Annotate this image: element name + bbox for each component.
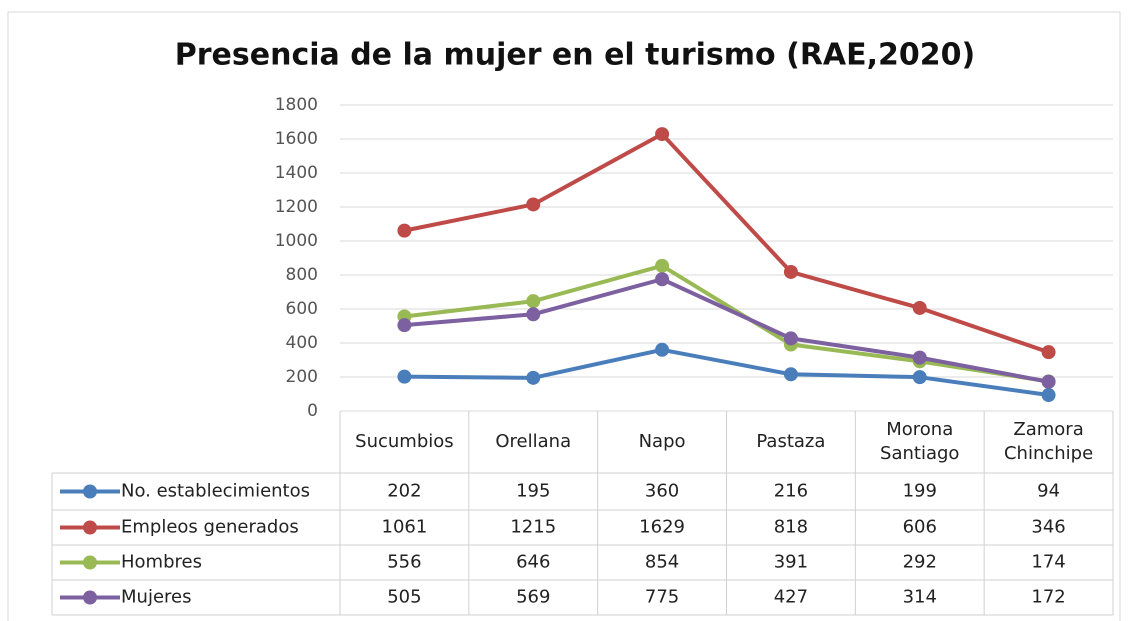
data-point xyxy=(783,331,798,346)
y-tick-label: 400 xyxy=(286,333,318,353)
table-value: 216 xyxy=(774,481,808,502)
table-value: 172 xyxy=(1031,587,1065,608)
chart-frame xyxy=(7,11,1121,621)
y-tick-label: 1800 xyxy=(275,95,318,115)
x-tick-label: Sucumbios xyxy=(355,430,454,452)
legend-swatch-marker xyxy=(83,590,97,605)
data-point xyxy=(912,350,927,365)
table-value: 606 xyxy=(903,517,937,538)
y-tick-label: 600 xyxy=(286,299,318,319)
table-value: 646 xyxy=(516,552,550,573)
table-value: 314 xyxy=(903,587,937,608)
y-tick-label: 200 xyxy=(286,367,318,387)
legend-swatch-marker xyxy=(83,484,97,499)
table-value: 556 xyxy=(387,552,421,573)
x-tick-label: Morona Santiago xyxy=(880,418,960,464)
legend-label: Empleos generados xyxy=(121,517,299,538)
category-cell: Sucumbios xyxy=(355,430,454,452)
data-point xyxy=(397,223,412,238)
data-point xyxy=(1041,345,1056,360)
table-value: 427 xyxy=(774,587,808,608)
y-tick-label: 1600 xyxy=(275,129,318,149)
data-point xyxy=(526,294,541,309)
category-cell: Zamora Chinchipe xyxy=(1003,418,1094,464)
data-point xyxy=(526,370,541,385)
table-value: 391 xyxy=(774,552,808,573)
table-value: 94 xyxy=(1037,481,1060,502)
legend-label: Hombres xyxy=(121,552,202,573)
y-tick-label: 1200 xyxy=(275,197,318,217)
legend-swatch-marker xyxy=(83,520,97,535)
category-cell: Pastaza xyxy=(756,430,826,452)
table-value: 346 xyxy=(1031,517,1065,538)
data-point xyxy=(397,369,412,384)
table-value: 505 xyxy=(387,587,421,608)
y-tick-label: 1000 xyxy=(275,231,318,251)
x-tick-label: Pastaza xyxy=(756,430,826,452)
y-tick-label: 800 xyxy=(286,265,318,285)
x-tick-label: Zamora Chinchipe xyxy=(1003,418,1094,464)
series-line xyxy=(404,263,1049,384)
data-point xyxy=(912,300,927,315)
data-point xyxy=(397,318,412,333)
table-value: 854 xyxy=(645,552,679,573)
data-point xyxy=(526,307,541,322)
chart-title: Presencia de la mujer en el turismo (RAE… xyxy=(175,38,975,73)
table-value: 775 xyxy=(645,587,679,608)
data-point xyxy=(1041,388,1056,403)
table-value: 174 xyxy=(1031,552,1065,573)
data-point xyxy=(655,342,670,357)
category-cell: Morona Santiago xyxy=(880,418,960,464)
data-point xyxy=(655,258,670,273)
x-tick-label: Orellana xyxy=(495,430,572,452)
category-cell: Orellana xyxy=(495,430,572,452)
table-value: 1629 xyxy=(639,517,685,538)
legend-swatch-marker xyxy=(83,555,97,570)
table-value: 569 xyxy=(516,587,550,608)
legend-label: No. establecimientos xyxy=(121,481,310,502)
y-tick-label: 1400 xyxy=(275,163,318,183)
data-point xyxy=(912,370,927,385)
data-point xyxy=(655,127,670,142)
table-value: 1215 xyxy=(510,517,556,538)
series-line xyxy=(404,277,1049,384)
table-value: 202 xyxy=(387,481,421,502)
table-value: 292 xyxy=(903,552,937,573)
table-value: 360 xyxy=(645,481,679,502)
table-value: 199 xyxy=(903,481,937,502)
x-tick-label: Napo xyxy=(638,430,686,452)
table-value: 818 xyxy=(774,517,808,538)
data-point xyxy=(655,272,670,287)
series-line xyxy=(404,132,1050,355)
data-point xyxy=(783,367,798,382)
category-cell: Napo xyxy=(638,430,686,452)
data-point xyxy=(526,197,541,212)
table-value: 195 xyxy=(516,481,550,502)
y-tick-label: 0 xyxy=(307,401,318,421)
series-line xyxy=(404,347,1049,398)
data-point xyxy=(783,264,798,279)
data-point xyxy=(1041,374,1056,389)
table-value: 1061 xyxy=(382,517,428,538)
legend-label: Mujeres xyxy=(121,587,191,608)
